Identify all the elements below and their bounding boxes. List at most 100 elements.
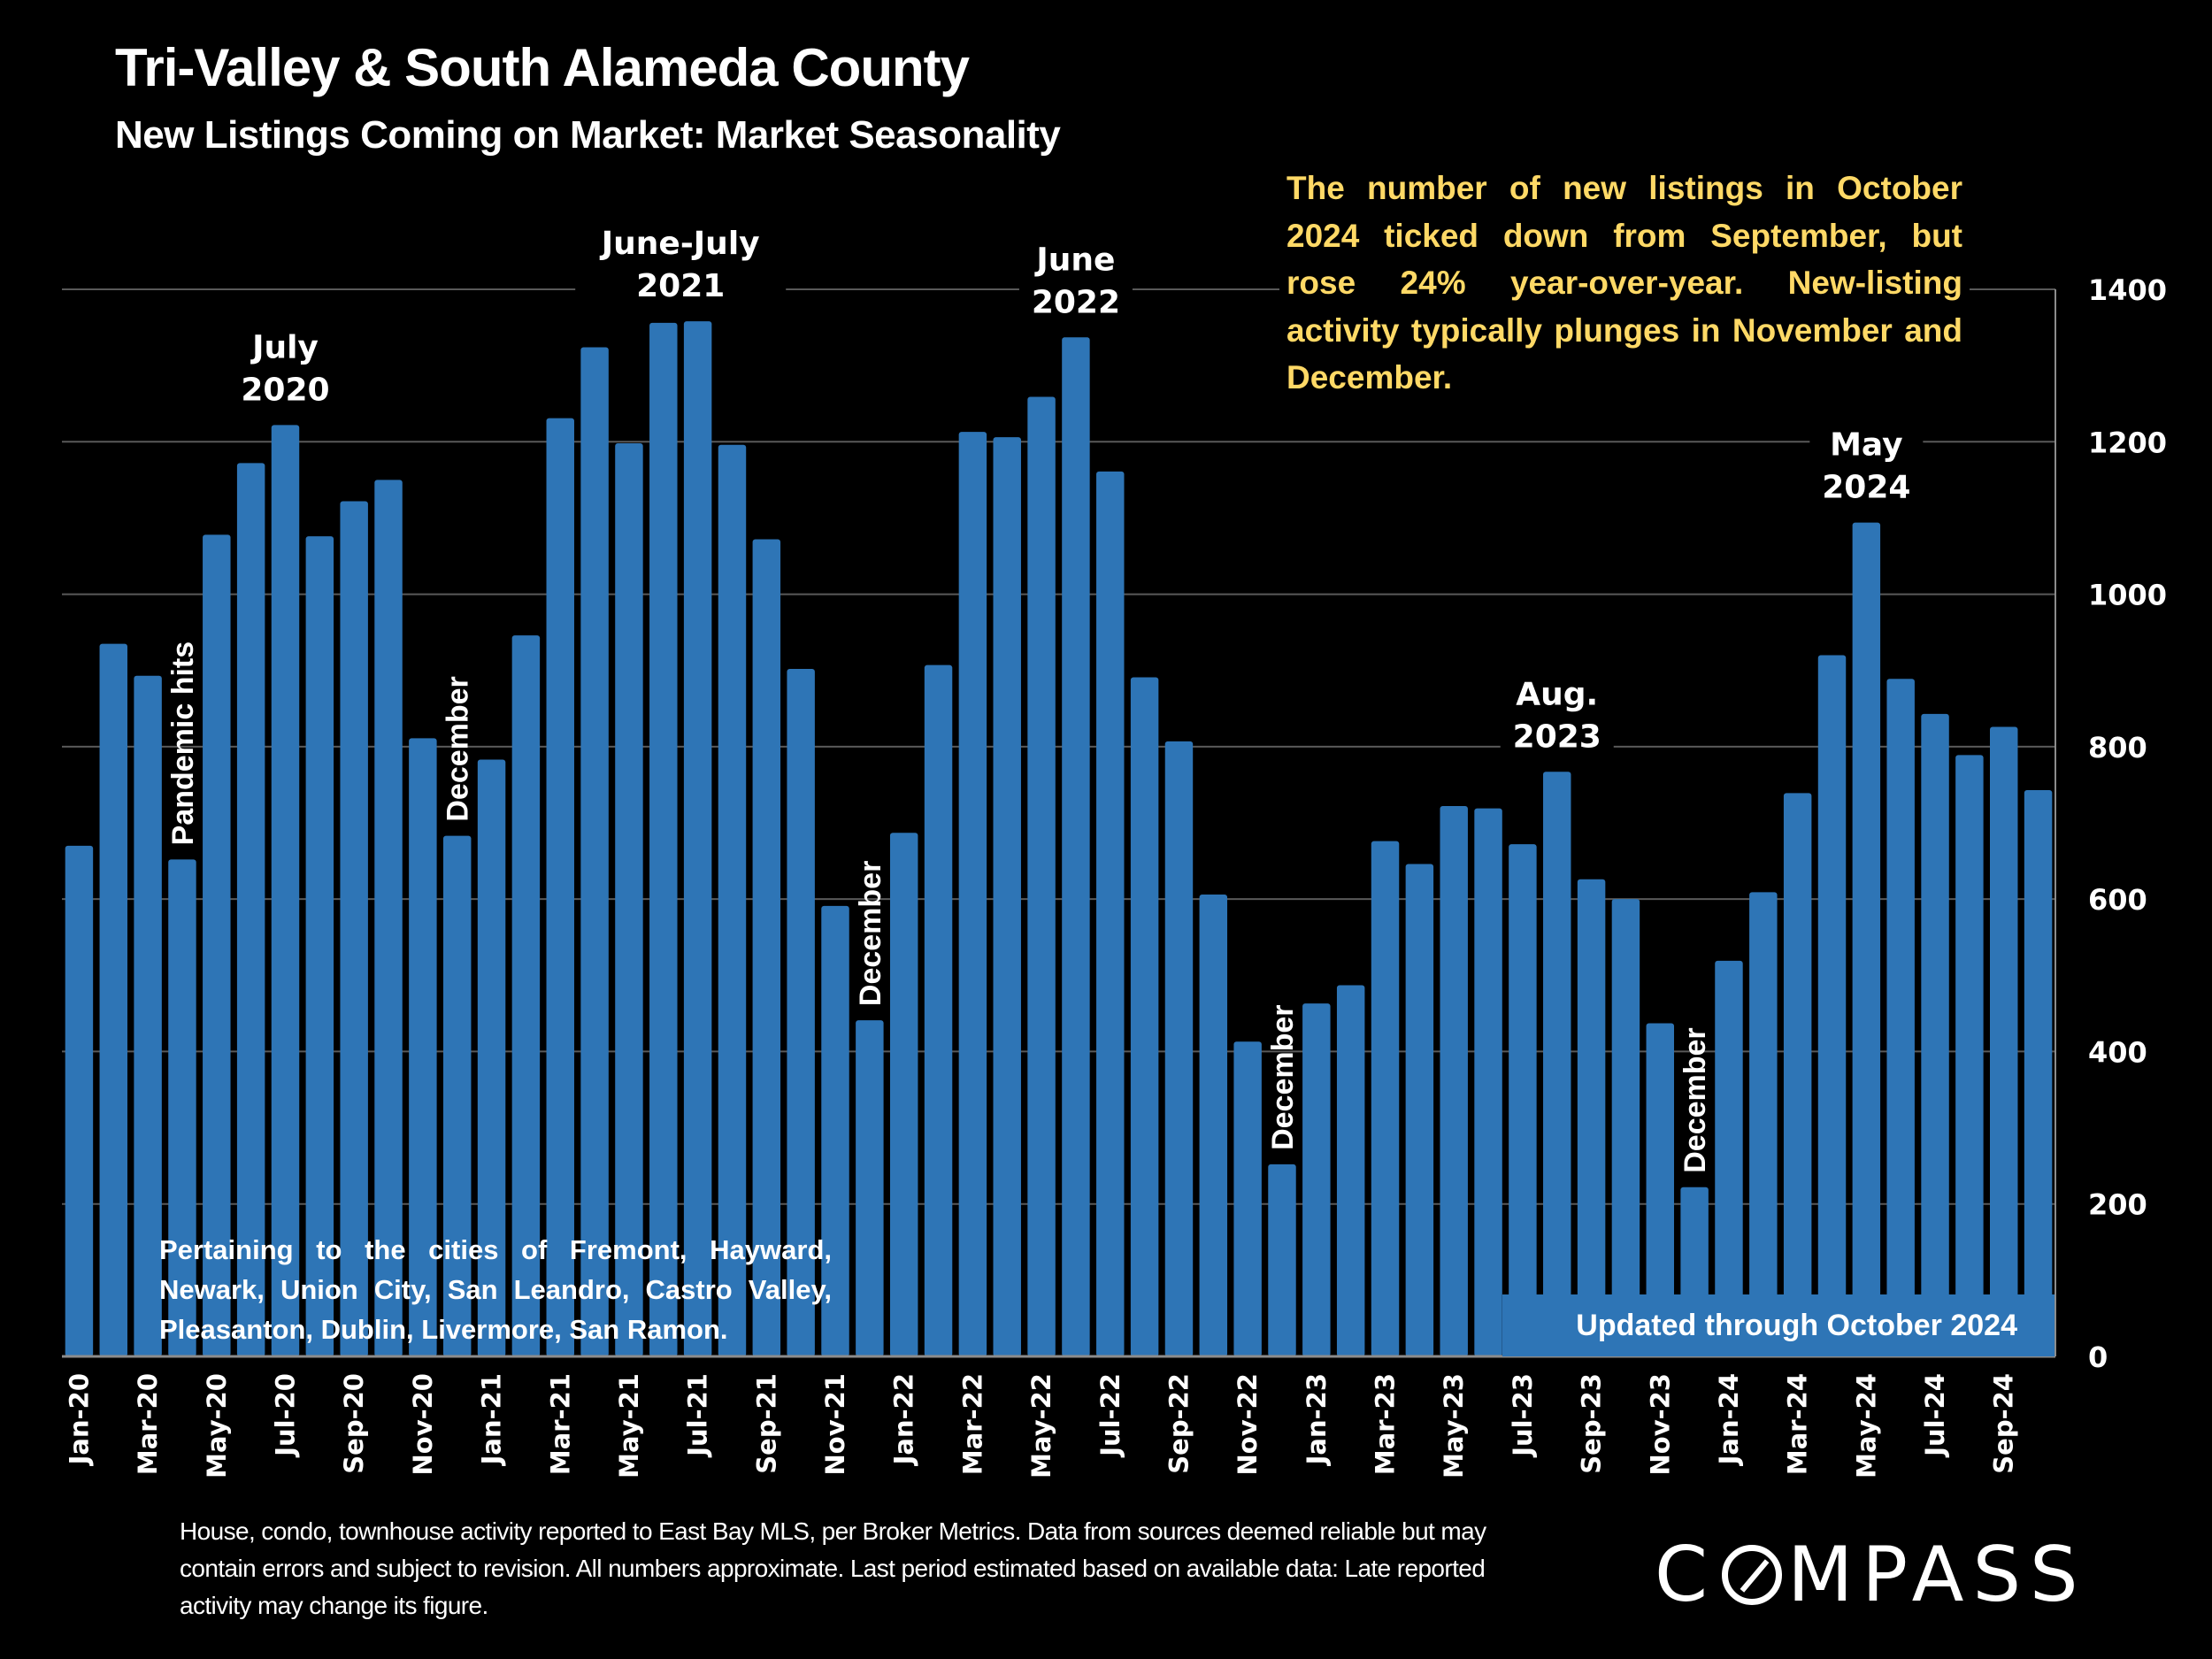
annotation-bg [1500,669,1614,758]
annotation-bg [1018,234,1133,324]
bar-Apr-21 [580,347,609,1357]
peak-label-line: 2023 [1513,718,1601,755]
y-tick-label: 800 [2088,731,2147,764]
peak-annotation: June-July 2021 [575,219,787,308]
bar-Nov-21 [821,905,849,1356]
bar-Nov-23 [1646,1023,1675,1356]
x-tick-label: Sep-23 [1577,1373,1607,1474]
x-tick-label: May-22 [1026,1373,1056,1479]
bar-Aug-20 [305,536,334,1356]
x-tick-label: Jan-21 [477,1373,507,1466]
x-tick-label: Jul-22 [1095,1373,1125,1458]
bar-Jan-20 [65,845,94,1356]
x-axis: Jan-20 Mar-20 May-20 Jul-20 Sep-20 Nov-20 Jan-… [64,1373,2018,1479]
bar-Mar-21 [546,418,574,1356]
bar-May-24 [1852,522,1881,1356]
bar-Jan-21 [477,759,506,1356]
x-tick-label: Nov-22 [1233,1373,1263,1476]
bar-Feb-23 [1336,985,1365,1356]
bar-Apr-22 [993,437,1021,1356]
x-tick-label: Jan-23 [1302,1373,1332,1466]
x-tick-label: Sep-20 [339,1373,369,1474]
x-tick-label: Mar-22 [957,1373,987,1475]
bar-Mar-24 [1783,793,1812,1356]
vertical-annotation: December [442,676,475,821]
bar-Sep-24 [1990,726,2018,1356]
bar-Jun-22 [1062,337,1090,1356]
x-tick-label: May-21 [614,1373,644,1479]
compass-logo: C MPASS [1655,1531,2087,1619]
bar-Dec-22 [1268,1164,1296,1356]
bar-Oct-20 [374,480,403,1356]
peak-annotation: June 2022 [1018,234,1133,324]
x-tick-label: Jan-20 [64,1373,94,1466]
bar-Aug-23 [1543,772,1571,1356]
bar-Oct-22 [1199,894,1228,1356]
cities-note: Pertaining to the cities of Fremont, Hay… [159,1234,832,1345]
bar-Jun-24 [1886,679,1915,1356]
x-tick-label: Mar-23 [1371,1373,1401,1475]
x-tick-label: Mar-24 [1783,1373,1813,1475]
x-tick-label: Sep-21 [751,1373,781,1474]
annotation-bg [1809,419,1924,509]
bar-Sep-21 [752,539,781,1356]
peak-label-line: June [1033,242,1115,278]
bar-Sep-22 [1164,741,1194,1356]
x-tick-label: Nov-21 [820,1373,850,1476]
bar-Feb-21 [511,635,541,1356]
y-tick-label: 400 [2088,1035,2147,1069]
bar-May-22 [1027,396,1056,1356]
peak-annotation: Aug. 2023 [1500,669,1614,758]
x-tick-label: Jul-24 [1920,1373,1950,1458]
bar-Oct-23 [1611,899,1640,1356]
y-tick-label: 1000 [2088,579,2167,612]
bar-May-20 [203,534,231,1356]
bar-Jun-20 [236,463,265,1356]
x-tick-label: Mar-20 [133,1373,163,1475]
bar-Dec-20 [442,835,472,1356]
bar-Jul-23 [1509,844,1537,1356]
y-tick-label: 1200 [2088,426,2167,459]
bar-Mar-23 [1371,841,1400,1356]
vertical-annotation: December [1266,1004,1300,1149]
peak-label-line: June-July [599,226,760,262]
annotation-bg [575,219,787,308]
peak-annotation: May 2024 [1809,419,1924,509]
chart-subtitle: New Listings Coming on Market: Market Se… [115,113,1061,157]
bar-Feb-24 [1749,892,1778,1356]
bar-Jul-21 [683,321,712,1357]
bar-Jan-22 [889,833,918,1356]
y-tick-label: 200 [2088,1188,2147,1222]
x-tick-label: Sep-24 [1989,1373,2019,1474]
annotations: July 2020 June-July 2021 June 2022 Aug. 2023 May… [166,219,1924,1173]
peak-label-line: 2022 [1032,284,1120,320]
bar-Feb-20 [99,643,127,1356]
peak-annotation: July 2020 [228,322,342,411]
x-tick-label: May-23 [1439,1373,1469,1479]
summary-annotation: The number of new listings in October 20… [1279,165,1970,402]
annotation-bg [228,322,342,411]
compass-o-icon [1722,1545,1783,1605]
bar-May-21 [615,443,643,1357]
peak-label-line: 2020 [241,372,329,408]
bar-Jan-23 [1302,1003,1331,1356]
x-tick-label: Nov-23 [1645,1373,1675,1476]
chart-title: Tri-Valley & South Alameda County [115,38,970,97]
peak-label-line: May [1830,427,1902,464]
x-tick-label: Jul-21 [683,1373,713,1458]
logo-letter-c: C [1655,1531,1717,1619]
x-tick-label: Jul-23 [1508,1373,1538,1458]
x-tick-label: May-24 [1851,1373,1881,1479]
bar-Jul-20 [271,425,300,1357]
y-axis: 0 200 400 600 800 1000 1200 1400 [62,273,2167,1374]
bar-Nov-22 [1233,1041,1262,1356]
peak-label-line: 2021 [636,268,725,304]
bar-Sep-20 [340,501,368,1356]
bar-Jun-21 [649,322,678,1357]
bar-Dec-21 [856,1020,884,1356]
bar-Aug-22 [1130,677,1159,1356]
bar-Oct-21 [787,668,815,1356]
bar-Nov-20 [409,738,437,1356]
x-tick-label: Sep-22 [1164,1373,1194,1474]
